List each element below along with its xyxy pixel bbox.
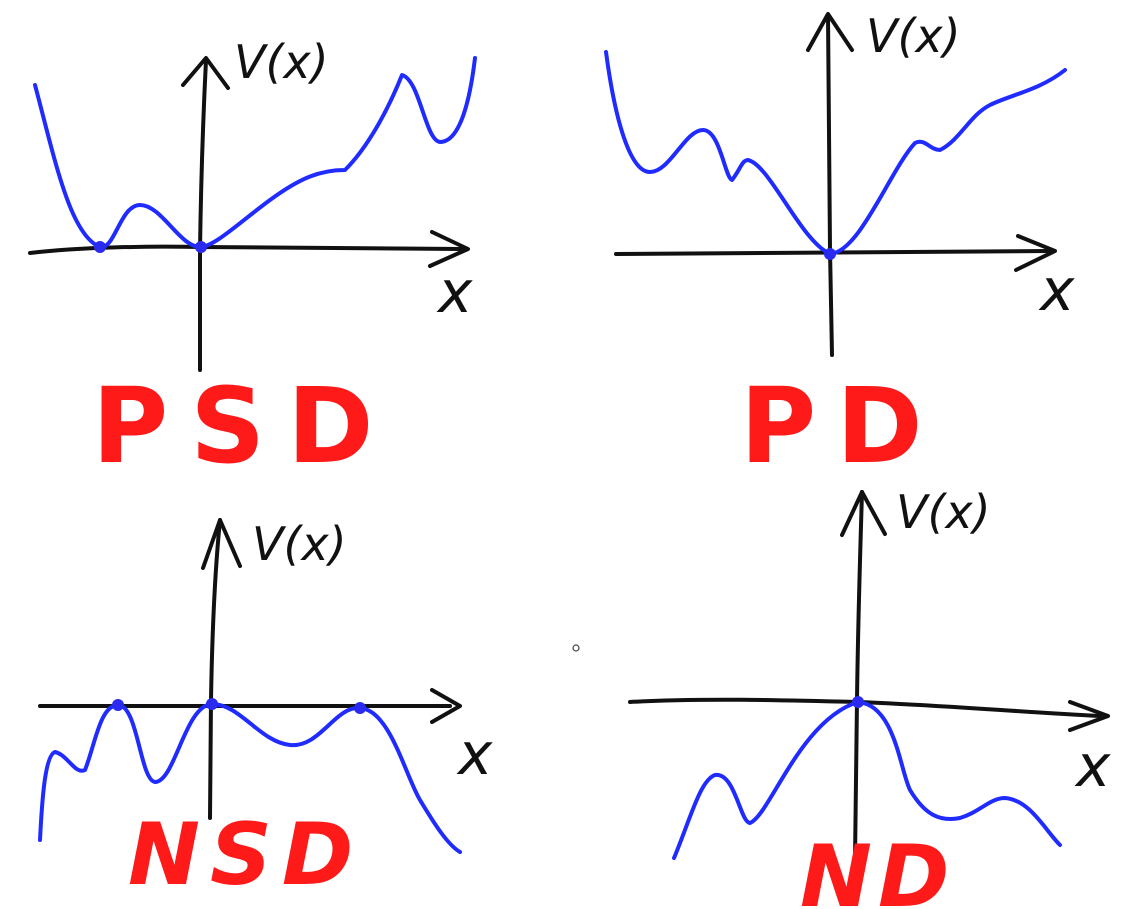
nd-x-label: x <box>1074 732 1111 800</box>
psd-x-arrowhead <box>428 230 470 268</box>
psd-y-label: V(x) <box>234 35 329 89</box>
psd-y-arrowhead <box>181 56 230 90</box>
pd-classification-label: PD <box>740 365 943 487</box>
nd-y-arrowhead <box>840 490 887 537</box>
psd-x-label: x <box>436 258 473 326</box>
stray-mark <box>572 644 580 652</box>
nsd-curve <box>38 702 462 854</box>
psd-classification-label: PSD <box>92 365 395 487</box>
nsd-y-axis <box>208 518 222 820</box>
nsd-equilibrium-point <box>206 698 218 710</box>
nsd-y-arrowhead <box>201 518 242 570</box>
nsd-classification-label: NSD <box>128 805 363 905</box>
pd-x-arrowhead <box>1014 234 1057 272</box>
pd-x-label: x <box>1038 256 1075 324</box>
nsd-equilibrium-point <box>112 699 124 711</box>
nd-equilibrium-point <box>852 696 864 708</box>
psd-x-axis <box>28 244 464 255</box>
pd-equilibrium-point <box>824 248 836 260</box>
panel-psd: V(x) x PSD <box>28 35 477 487</box>
panel-pd: V(x) x PD <box>604 9 1075 487</box>
nsd-x-label: x <box>456 720 493 788</box>
nd-y-axis <box>853 490 864 862</box>
panel-nd: V(x) x ND <box>628 485 1111 909</box>
pd-y-arrowhead <box>806 12 854 52</box>
nsd-x-arrowhead <box>430 688 462 724</box>
psd-equilibrium-point <box>94 241 106 253</box>
nsd-equilibrium-point <box>354 702 366 714</box>
pd-y-label: V(x) <box>866 9 961 63</box>
nsd-y-label: V(x) <box>252 517 347 571</box>
nd-y-label: V(x) <box>896 485 991 539</box>
nd-curve <box>672 700 1062 860</box>
nd-classification-label: ND <box>800 827 955 909</box>
psd-y-axis <box>198 58 208 372</box>
psd-equilibrium-point <box>195 241 207 253</box>
panel-nsd: V(x) x NSD <box>38 517 493 905</box>
pd-y-axis <box>826 13 834 357</box>
nd-x-arrowhead <box>1068 700 1110 732</box>
pd-curve <box>604 50 1067 256</box>
